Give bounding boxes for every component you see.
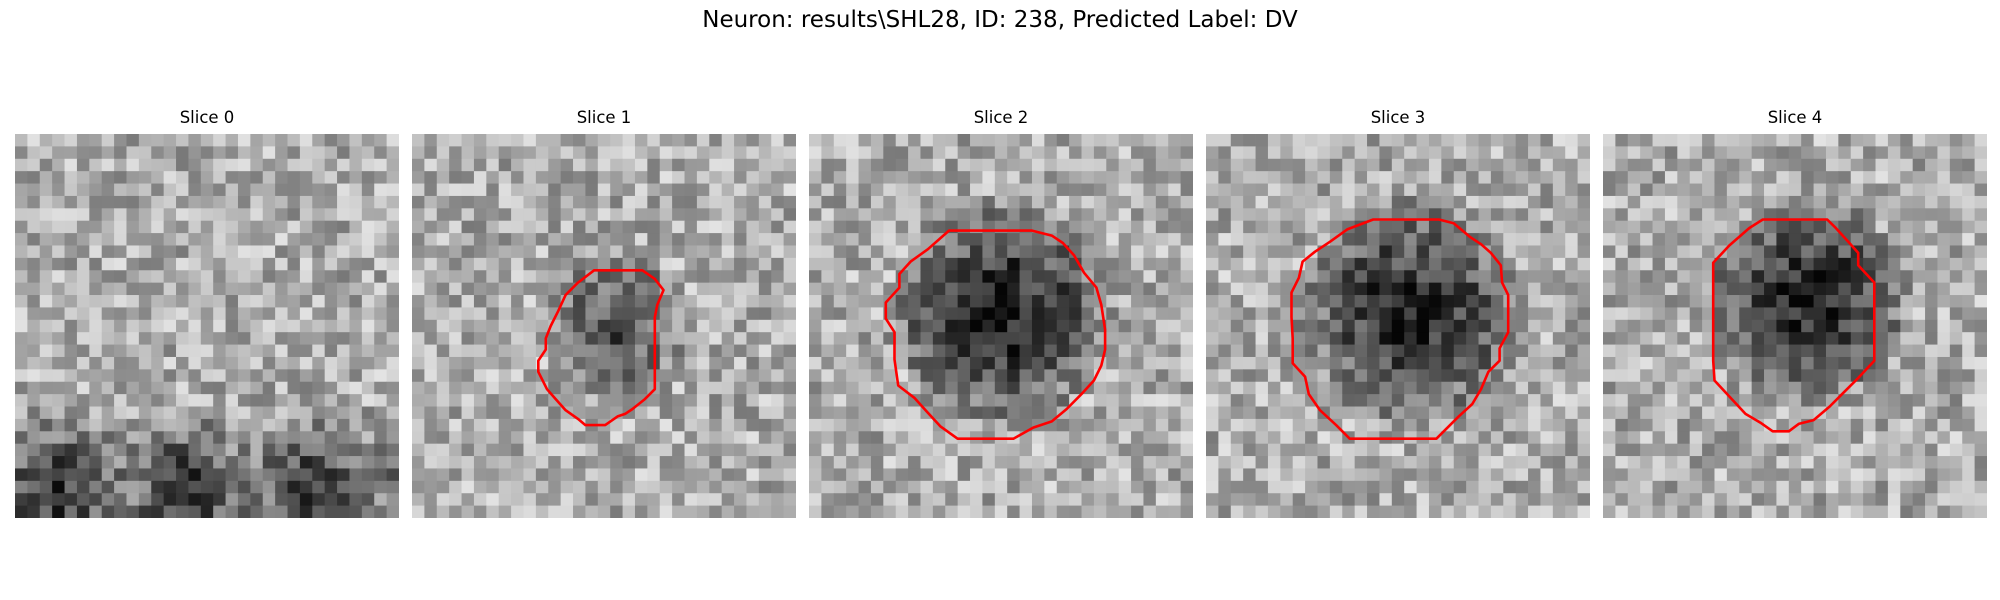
- slice-title: Slice 0: [179, 108, 235, 127]
- slice-title: Slice 1: [576, 108, 632, 127]
- slice-image-2: [809, 134, 1193, 518]
- slice-image-0: [15, 134, 399, 518]
- slice-title: Slice 4: [1767, 108, 1823, 127]
- slice-title: Slice 3: [1370, 108, 1426, 127]
- figure-title: Neuron: results\SHL28, ID: 238, Predicte…: [702, 7, 1298, 33]
- soma-contour: [537, 269, 665, 427]
- soma-contour: [1711, 218, 1876, 433]
- soma-contour: [1290, 218, 1510, 441]
- slice-image-1: [412, 134, 796, 518]
- slice-image-4: [1603, 134, 1987, 518]
- slice-image-3: [1206, 134, 1590, 518]
- soma-contour: [884, 229, 1107, 441]
- slice-title: Slice 2: [973, 108, 1029, 127]
